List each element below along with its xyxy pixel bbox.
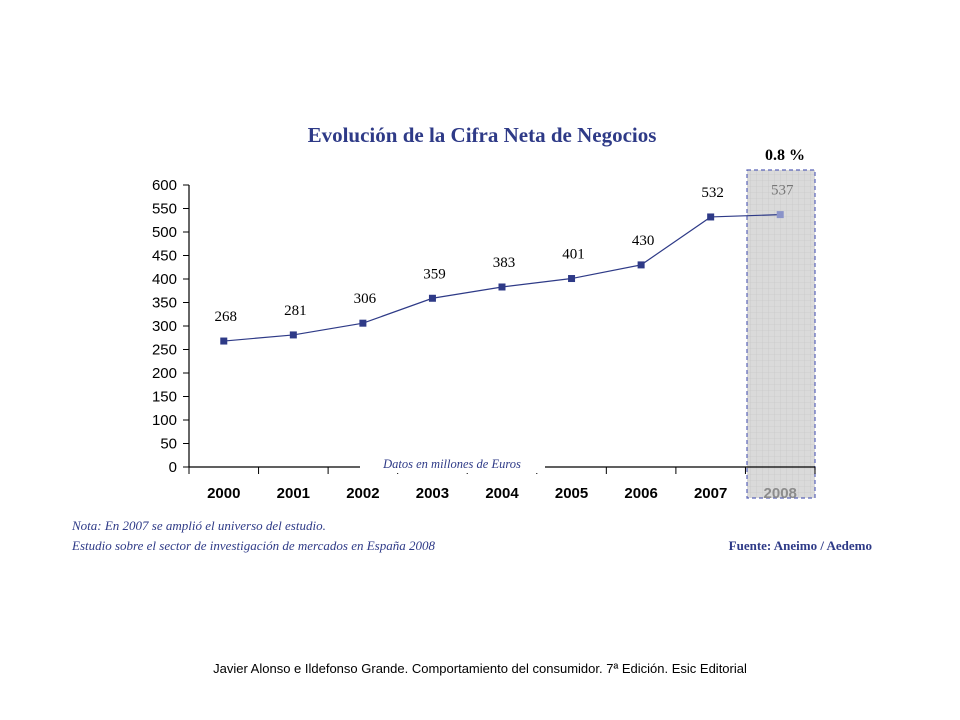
y-tick-label: 250 xyxy=(152,342,177,359)
x-tick-label: 2002 xyxy=(346,485,379,502)
data-label: 268 xyxy=(215,309,238,325)
data-label: 383 xyxy=(493,255,516,271)
data-label: 532 xyxy=(701,185,724,201)
footer-citation: Javier Alonso e Ildefonso Grande. Compor… xyxy=(213,661,747,676)
data-point-marker xyxy=(707,213,715,221)
x-tick-label: 2000 xyxy=(207,485,240,502)
data-point-marker xyxy=(637,261,645,269)
y-tick-label: 200 xyxy=(152,365,177,382)
data-label: 281 xyxy=(284,303,307,319)
y-tick-label: 350 xyxy=(152,295,177,312)
y-tick-label: 400 xyxy=(152,271,177,288)
data-label: 430 xyxy=(632,233,655,249)
projection-highlight xyxy=(746,169,816,499)
y-tick-label: 450 xyxy=(152,248,177,265)
data-label: 401 xyxy=(562,247,585,263)
y-tick-label: 100 xyxy=(152,412,177,429)
data-point-marker xyxy=(220,337,228,345)
data-point-marker xyxy=(359,319,367,327)
data-point-marker xyxy=(498,283,506,291)
chart-title: Evolución de la Cifra Neta de Negocios xyxy=(308,123,657,147)
x-tick-label: 2008 xyxy=(764,485,797,502)
units-label-bg xyxy=(360,455,545,473)
y-tick-label: 150 xyxy=(152,389,177,406)
x-tick-label: 2006 xyxy=(624,485,657,502)
y-tick-label: 550 xyxy=(152,201,177,218)
y-tick-label: 500 xyxy=(152,224,177,241)
y-tick-label: 300 xyxy=(152,318,177,335)
x-tick-label: 2007 xyxy=(694,485,727,502)
x-tick-label: 2005 xyxy=(555,485,588,502)
x-tick-label: 2003 xyxy=(416,485,449,502)
y-tick-label: 0 xyxy=(169,459,177,476)
x-tick-label: 2001 xyxy=(277,485,310,502)
data-label: 537 xyxy=(771,183,794,199)
growth-label: 0.8 % xyxy=(765,147,805,164)
data-label: 359 xyxy=(423,266,446,282)
source-label: Fuente: Aneimo / Aedemo xyxy=(729,538,872,553)
units-label: Datos en millones de Euros xyxy=(382,457,521,471)
data-point-marker xyxy=(289,331,297,339)
note-line-2: Estudio sobre el sector de investigación… xyxy=(71,538,435,553)
data-point-marker xyxy=(568,275,576,283)
note-line-1: Nota: En 2007 se amplió el universo del … xyxy=(71,518,326,533)
x-tick-label: 2004 xyxy=(485,485,519,502)
data-point-marker xyxy=(428,294,436,302)
data-label: 306 xyxy=(354,291,377,307)
data-point-marker xyxy=(776,211,784,219)
series-line xyxy=(223,214,781,342)
y-tick-label: 600 xyxy=(152,177,177,194)
y-tick-label: 50 xyxy=(160,436,177,453)
